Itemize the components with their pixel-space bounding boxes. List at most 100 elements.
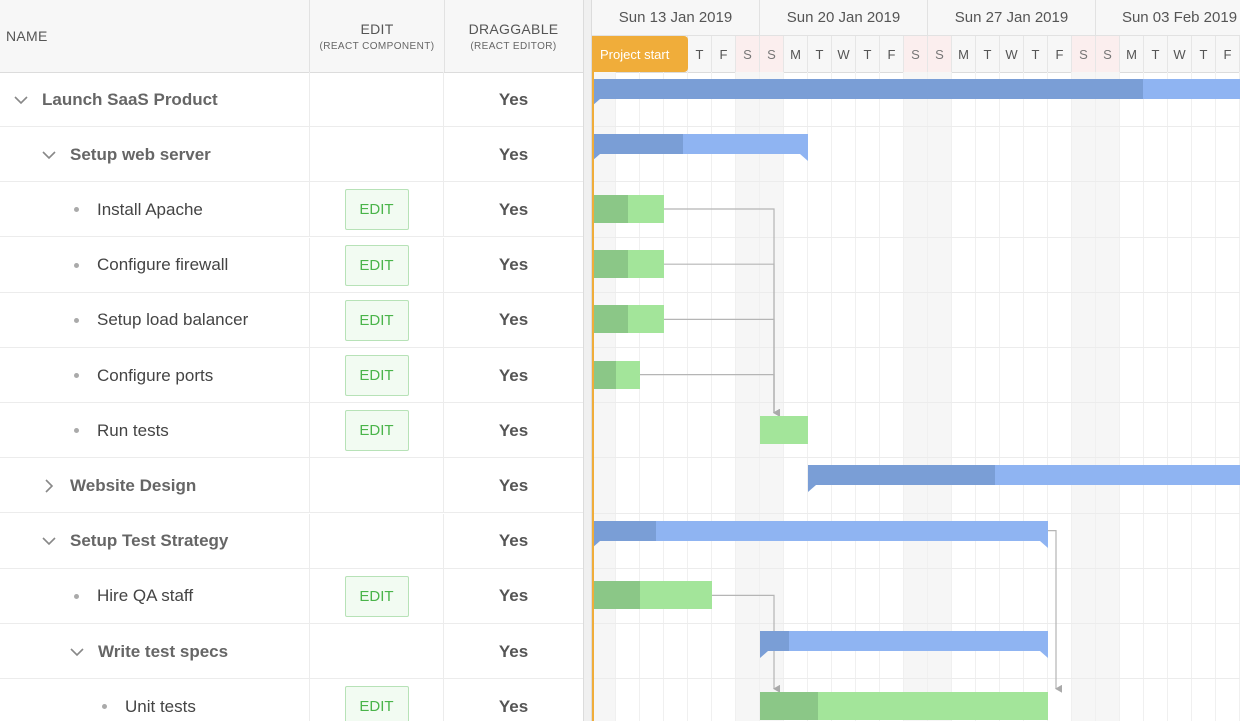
draggable-value: Yes [498, 475, 529, 495]
draggable-cell[interactable]: Yes [444, 403, 583, 458]
chevron-down-icon [70, 647, 84, 656]
task-name: Install Apache [97, 199, 203, 219]
name-cell[interactable]: Configure firewall [0, 237, 310, 293]
summary-task-bar[interactable] [592, 79, 1240, 106]
day-column [856, 72, 880, 721]
task-name: Configure ports [97, 365, 214, 385]
edit-button[interactable]: EDIT [344, 244, 409, 286]
name-cell[interactable]: Launch SaaS Product [0, 72, 310, 127]
name-cell[interactable]: Hire QA staff [0, 568, 310, 624]
draggable-cell[interactable]: Yes [444, 624, 583, 679]
draggable-cell[interactable]: Yes [444, 238, 583, 293]
table-row[interactable]: Write test specs Yes [0, 624, 583, 679]
task-bar[interactable] [592, 360, 640, 389]
day-header: F [712, 36, 736, 72]
table-row[interactable]: Run tests EDIT Yes [0, 403, 583, 459]
row-divider [592, 291, 1240, 293]
day-header: F [1048, 36, 1072, 72]
row-divider [592, 126, 1240, 128]
table-row[interactable]: Install Apache EDIT Yes [0, 182, 583, 238]
draggable-cell[interactable]: Yes [444, 514, 583, 569]
expand-toggle[interactable] [42, 479, 56, 493]
name-cell[interactable]: Setup web server [0, 127, 310, 183]
table-row[interactable]: Unit tests EDIT Yes [0, 679, 583, 721]
expand-toggle[interactable] [42, 148, 56, 162]
project-start-label: Project start [600, 46, 670, 62]
task-bar[interactable] [592, 581, 712, 610]
chevron-down-icon [42, 151, 56, 159]
table-row[interactable]: Hire QA staff EDIT Yes [0, 568, 583, 624]
task-bar[interactable] [760, 691, 1048, 720]
draggable-cell[interactable]: Yes [444, 348, 583, 403]
draggable-cell[interactable]: Yes [444, 127, 583, 182]
summary-task-bar[interactable] [592, 520, 1048, 548]
table-row[interactable]: Setup load balancer EDIT Yes [0, 292, 583, 348]
table-row[interactable]: Launch SaaS Product Yes [0, 72, 583, 127]
table-row[interactable]: Website Design Yes [0, 458, 583, 514]
draggable-cell[interactable]: Yes [444, 679, 583, 721]
draggable-value: Yes [498, 696, 529, 716]
edit-button[interactable]: EDIT [344, 410, 409, 452]
column-header-draggable[interactable]: DRAGGABLE (REACT EDITOR) [444, 0, 583, 72]
name-cell[interactable]: Unit tests [0, 679, 310, 721]
expand-toggle[interactable] [70, 645, 84, 659]
expand-toggle[interactable] [14, 93, 28, 107]
day-column [592, 72, 616, 721]
summary-task-bar[interactable] [808, 465, 1240, 493]
draggable-cell[interactable]: Yes [444, 293, 583, 348]
edit-cell: EDIT [310, 237, 444, 293]
day-header: S [760, 36, 784, 72]
day-header: W [1000, 36, 1024, 72]
name-cell[interactable]: Configure ports [0, 348, 310, 403]
task-name: Write test specs [98, 641, 229, 661]
chevron-down-icon [14, 95, 28, 104]
bullet-icon [74, 317, 79, 323]
draggable-value: Yes [498, 310, 529, 330]
task-bar[interactable] [760, 415, 808, 444]
name-cell[interactable]: Setup load balancer [0, 292, 310, 348]
name-cell[interactable]: Install Apache [0, 182, 310, 238]
task-bar[interactable] [592, 250, 664, 279]
edit-button[interactable]: EDIT [344, 355, 409, 396]
task-bar[interactable] [592, 305, 664, 334]
edit-button[interactable]: EDIT [344, 299, 409, 341]
edit-button[interactable]: EDIT [344, 189, 409, 231]
column-header-name[interactable]: NAME [0, 0, 310, 72]
draggable-cell[interactable]: Yes [444, 182, 583, 237]
column-header-edit[interactable]: EDIT (REACT COMPONENT) [310, 0, 445, 72]
summary-cap-left [808, 485, 816, 493]
table-row[interactable]: Setup web server Yes [0, 127, 583, 183]
draggable-cell[interactable]: Yes [444, 569, 583, 624]
project-start-marker[interactable]: Project start [592, 36, 688, 72]
edit-button[interactable]: EDIT [344, 575, 409, 617]
task-bar[interactable] [592, 195, 664, 223]
draggable-cell[interactable]: Yes [444, 72, 583, 127]
day-header: T [1144, 36, 1168, 72]
edit-button[interactable]: EDIT [344, 686, 409, 721]
name-cell[interactable]: Run tests [0, 403, 310, 459]
grid-timeline-splitter[interactable] [583, 0, 592, 721]
summary-cap-left [592, 99, 600, 106]
draggable-cell[interactable]: Yes [444, 458, 583, 513]
summary-task-bar[interactable] [592, 134, 808, 162]
progress-fill [592, 305, 628, 334]
day-header: T [976, 36, 1000, 72]
name-cell[interactable]: Website Design [0, 458, 310, 514]
table-row[interactable]: Setup Test Strategy Yes [0, 513, 583, 569]
name-cell[interactable]: Setup Test Strategy [0, 513, 310, 569]
summary-cap-right [1040, 540, 1048, 548]
edit-cell [310, 72, 444, 127]
summary-task-bar[interactable] [760, 631, 1048, 658]
row-divider [592, 236, 1240, 238]
day-header: S [928, 36, 952, 72]
name-cell[interactable]: Write test specs [0, 624, 310, 679]
edit-cell: EDIT [310, 568, 444, 624]
day-column [808, 72, 832, 721]
day-header: S [1096, 36, 1120, 72]
expand-toggle[interactable] [42, 534, 56, 548]
row-divider [592, 181, 1240, 183]
table-row[interactable]: Configure firewall EDIT Yes [0, 237, 583, 293]
table-row[interactable]: Configure ports EDIT Yes [0, 348, 583, 403]
task-name: Run tests [97, 420, 169, 440]
day-header: T [1024, 36, 1048, 72]
